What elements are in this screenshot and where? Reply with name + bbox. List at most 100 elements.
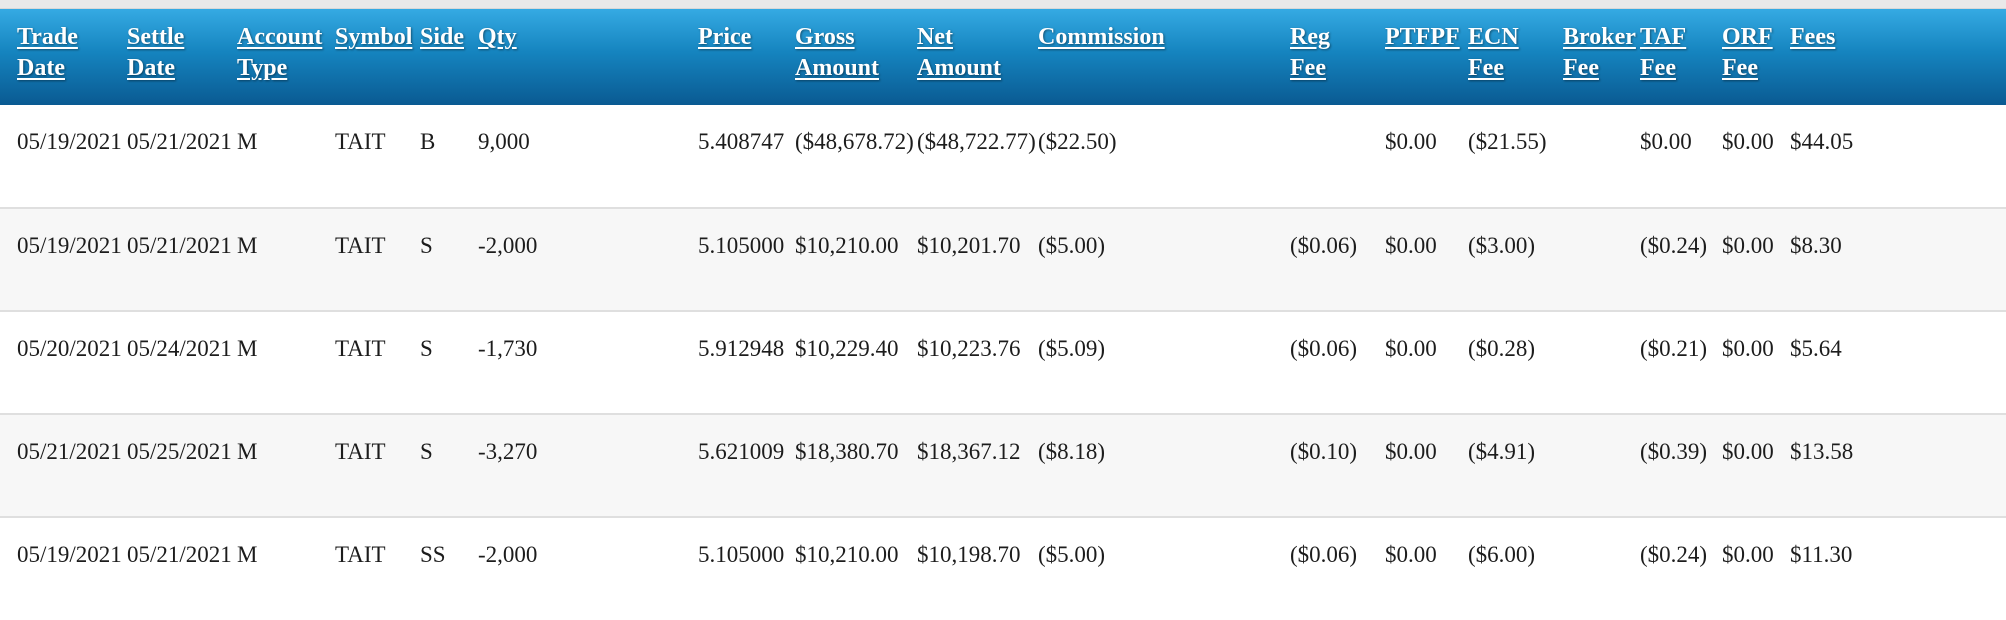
column-header-cell-fees: Fees [1790, 9, 2006, 105]
cell-orf-fee: $0.00 [1722, 105, 1790, 208]
cell-broker-fee [1563, 207, 1640, 311]
column-header-reg-fee[interactable]: Reg Fee [1290, 24, 1330, 81]
column-header-broker-fee[interactable]: Broker Fee [1563, 24, 1636, 81]
cell-taf-fee: $0.00 [1640, 105, 1722, 208]
trades-table-header: Trade Date Settle Date Account Type Symbol S… [0, 9, 2006, 105]
column-header-cell-ecn-fee: ECN Fee [1468, 9, 1563, 105]
cell-symbol: TAIT [335, 516, 420, 620]
cell-gross-amount: $10,210.00 [795, 207, 917, 311]
cell-net-amount: $10,198.70 [917, 516, 1038, 620]
cell-ptfpf: $0.00 [1385, 310, 1468, 414]
trades-table: Trade Date Settle Date Account Type Symbol S… [0, 9, 2006, 620]
cell-commission: ($5.00) [1038, 207, 1290, 311]
cell-side: S [420, 310, 478, 414]
cell-ecn-fee: ($0.28) [1468, 310, 1563, 414]
column-header-account-type[interactable]: Account Type [237, 24, 323, 81]
cell-orf-fee: $0.00 [1722, 207, 1790, 311]
column-header-cell-trade-date: Trade Date [0, 9, 127, 105]
column-header-qty[interactable]: Qty [478, 24, 517, 50]
column-header-fees[interactable]: Fees [1790, 24, 1836, 50]
cell-settle-date: 05/21/2021 [127, 516, 237, 620]
cell-fees: $5.64 [1790, 310, 2006, 414]
cell-ptfpf: $0.00 [1385, 516, 1468, 620]
cell-trade-date: 05/21/2021 [0, 413, 127, 517]
column-header-cell-qty: Qty [478, 9, 698, 105]
cell-qty: 9,000 [478, 105, 698, 208]
cell-price: 5.105000 [698, 516, 795, 620]
cell-qty: -3,270 [478, 413, 698, 517]
cell-fees: $8.30 [1790, 207, 2006, 311]
column-header-ptfpf[interactable]: PTFPF [1385, 24, 1460, 50]
cell-reg-fee: ($0.10) [1290, 413, 1385, 517]
cell-account-type: M [237, 413, 335, 517]
cell-account-type: M [237, 310, 335, 414]
column-header-orf-fee[interactable]: ORF Fee [1722, 24, 1773, 81]
cell-qty: -1,730 [478, 310, 698, 414]
column-header-cell-price: Price [698, 9, 795, 105]
column-header-trade-date[interactable]: Trade Date [17, 24, 78, 81]
column-header-cell-account-type: Account Type [237, 9, 335, 105]
column-header-price[interactable]: Price [698, 24, 752, 50]
cell-reg-fee [1290, 105, 1385, 208]
cell-ecn-fee: ($3.00) [1468, 207, 1563, 311]
cell-settle-date: 05/21/2021 [127, 207, 237, 311]
cell-gross-amount: $10,229.40 [795, 310, 917, 414]
cell-broker-fee [1563, 516, 1640, 620]
column-header-ecn-fee[interactable]: ECN Fee [1468, 24, 1519, 81]
cell-trade-date: 05/19/2021 [0, 207, 127, 311]
cell-side: S [420, 207, 478, 311]
column-header-symbol[interactable]: Symbol [335, 24, 413, 50]
cell-price: 5.408747 [698, 105, 795, 208]
column-header-gross-amount[interactable]: Gross Amount [795, 24, 880, 81]
cell-symbol: TAIT [335, 413, 420, 517]
cell-ptfpf: $0.00 [1385, 413, 1468, 517]
column-header-cell-taf-fee: TAF Fee [1640, 9, 1722, 105]
cell-gross-amount: $18,380.70 [795, 413, 917, 517]
cell-taf-fee: ($0.24) [1640, 516, 1722, 620]
column-header-net-amount[interactable]: Net Amount [917, 24, 1002, 81]
cell-ecn-fee: ($6.00) [1468, 516, 1563, 620]
cell-net-amount: $10,201.70 [917, 207, 1038, 311]
cell-reg-fee: ($0.06) [1290, 516, 1385, 620]
cell-trade-date: 05/19/2021 [0, 105, 127, 208]
cell-account-type: M [237, 207, 335, 311]
cell-fees: $13.58 [1790, 413, 2006, 517]
column-header-cell-symbol: Symbol [335, 9, 420, 105]
cell-taf-fee: ($0.24) [1640, 207, 1722, 311]
cell-commission: ($22.50) [1038, 105, 1290, 208]
cell-orf-fee: $0.00 [1722, 310, 1790, 414]
trades-table-body: 05/19/2021 05/21/2021 M TAIT B 9,000 5.408747(… [0, 105, 2006, 620]
cell-broker-fee [1563, 310, 1640, 414]
column-header-cell-side: Side [420, 9, 478, 105]
cell-commission: ($5.00) [1038, 516, 1290, 620]
table-row: 05/21/2021 05/25/2021 M TAIT S -3,270 5.621009… [0, 413, 2006, 517]
cell-broker-fee [1563, 413, 1640, 517]
cell-ecn-fee: ($4.91) [1468, 413, 1563, 517]
column-header-side[interactable]: Side [420, 24, 465, 50]
column-header-cell-settle-date: Settle Date [127, 9, 237, 105]
cell-net-amount: $10,223.76 [917, 310, 1038, 414]
column-header-taf-fee[interactable]: TAF Fee [1640, 24, 1687, 81]
cell-fees: $11.30 [1790, 516, 2006, 620]
column-header-settle-date[interactable]: Settle Date [127, 24, 185, 81]
cell-ptfpf: $0.00 [1385, 105, 1468, 208]
cell-symbol: TAIT [335, 207, 420, 311]
header-row: Trade Date Settle Date Account Type Symbol S… [0, 9, 2006, 105]
cell-qty: -2,000 [478, 207, 698, 311]
cell-symbol: TAIT [335, 105, 420, 208]
column-header-cell-gross-amount: Gross Amount [795, 9, 917, 105]
cell-gross-amount: ($48,678.72) [795, 105, 917, 208]
cell-settle-date: 05/21/2021 [127, 105, 237, 208]
cell-broker-fee [1563, 105, 1640, 208]
cell-commission: ($8.18) [1038, 413, 1290, 517]
cell-orf-fee: $0.00 [1722, 516, 1790, 620]
cell-side: S [420, 413, 478, 517]
column-header-cell-reg-fee: Reg Fee [1290, 9, 1385, 105]
cell-qty: -2,000 [478, 516, 698, 620]
cell-price: 5.912948 [698, 310, 795, 414]
cell-side: B [420, 105, 478, 208]
page-top-strip [0, 0, 2006, 9]
column-header-commission[interactable]: Commission [1038, 24, 1165, 50]
cell-settle-date: 05/25/2021 [127, 413, 237, 517]
cell-trade-date: 05/19/2021 [0, 516, 127, 620]
